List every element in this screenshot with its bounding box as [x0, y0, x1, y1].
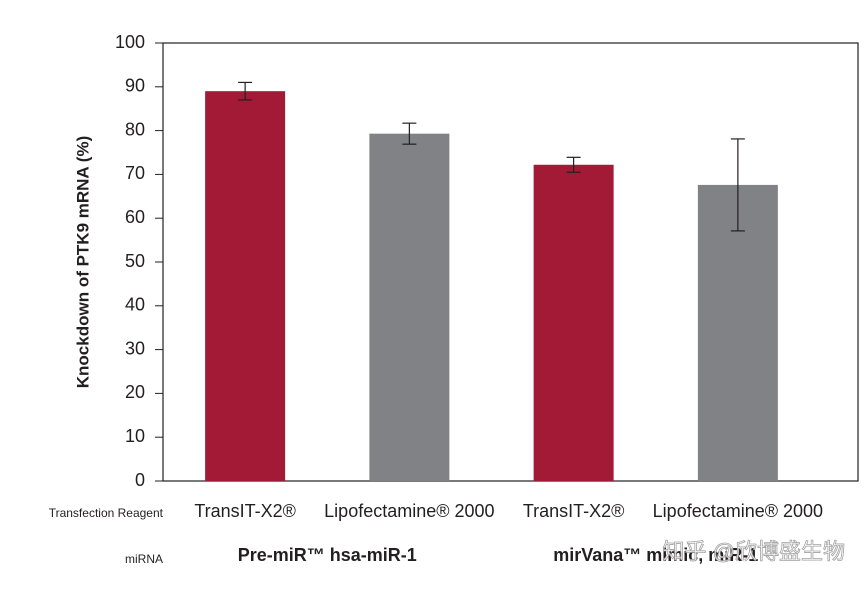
- bar: [205, 91, 286, 482]
- x-tick-label: TransIT-X2®: [194, 501, 296, 521]
- row-label: miRNA: [125, 552, 163, 566]
- group-label: mirVana™ mimic, miR-1: [553, 545, 758, 565]
- error-bar: [730, 138, 745, 232]
- group-label: Pre-miR™ hsa-miR-1: [238, 545, 417, 565]
- y-axis-label: Knockdown of PTK9 mRNA (%): [73, 136, 92, 388]
- y-tick-label: 80: [125, 119, 145, 139]
- y-tick-label: 50: [125, 251, 145, 271]
- bar: [369, 133, 450, 481]
- y-tick-label: 90: [125, 76, 145, 96]
- x-tick-label: TransIT-X2®: [523, 501, 625, 521]
- x-tick-label: Lipofectamine® 2000: [653, 501, 823, 521]
- bar: [697, 184, 778, 482]
- y-tick-label: 20: [125, 382, 145, 402]
- y-tick-label: 100: [115, 32, 145, 52]
- error-bar: [402, 122, 417, 145]
- row-label: Transfection Reagent: [49, 506, 164, 520]
- y-tick-label: 40: [125, 295, 145, 315]
- x-tick-label: Lipofectamine® 2000: [324, 501, 494, 521]
- y-tick-label: 70: [125, 163, 145, 183]
- y-tick-label: 10: [125, 426, 145, 446]
- y-tick-label: 30: [125, 338, 145, 358]
- bar: [533, 164, 614, 481]
- y-tick-label: 0: [135, 470, 145, 490]
- watermark: 知乎 @欣博盛生物: [663, 539, 845, 564]
- error-bar: [238, 81, 253, 101]
- error-bar: [566, 156, 581, 173]
- y-tick-label: 60: [125, 207, 145, 227]
